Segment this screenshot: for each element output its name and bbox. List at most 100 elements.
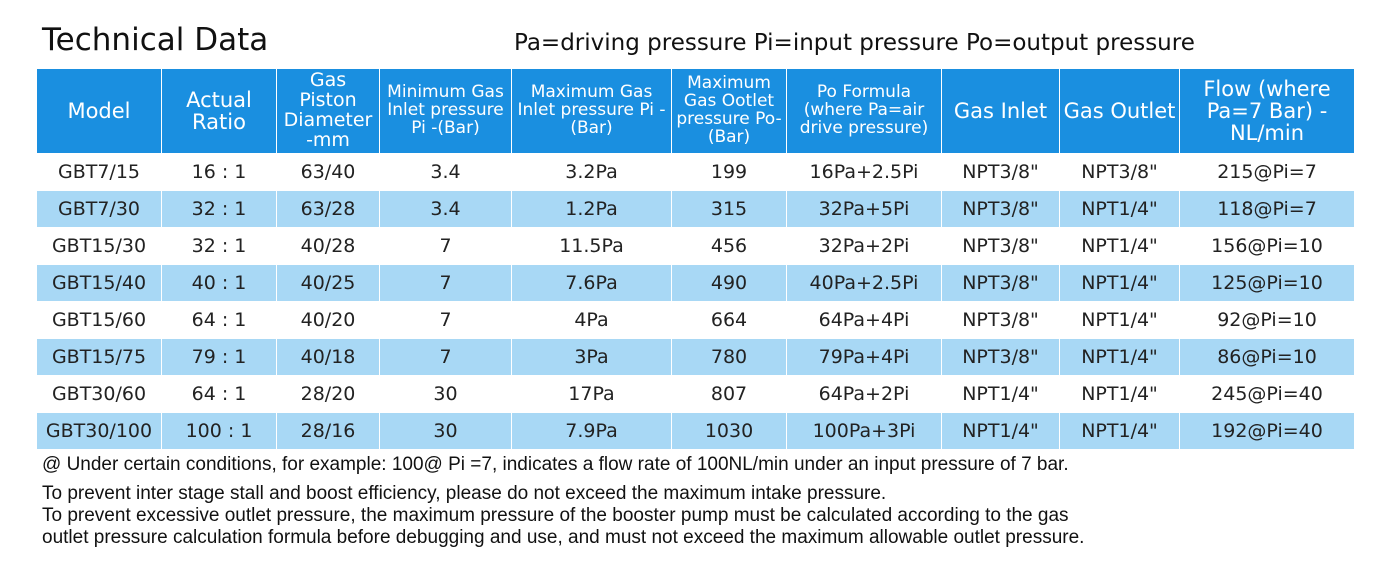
cell-ratio: 32 : 1 bbox=[161, 227, 277, 265]
cell-max-inlet: 1.2Pa bbox=[511, 190, 672, 228]
cell-min-inlet: 30 bbox=[379, 412, 512, 450]
cell-max-inlet: 17Pa bbox=[511, 375, 672, 413]
cell-ratio: 32 : 1 bbox=[161, 190, 277, 228]
cell-piston: 40/28 bbox=[276, 227, 380, 265]
cell-max-outlet: 807 bbox=[671, 375, 787, 413]
cell-max-outlet: 315 bbox=[671, 190, 787, 228]
cell-piston: 28/16 bbox=[276, 412, 380, 450]
cell-gas-inlet: NPT3/8" bbox=[941, 338, 1060, 376]
cell-min-inlet: 3.4 bbox=[379, 190, 512, 228]
cell-piston: 63/28 bbox=[276, 190, 380, 228]
cell-model: GBT7/15 bbox=[36, 153, 162, 191]
table-row: GBT30/60 64 : 1 28/20 30 17Pa 807 64Pa+2Pi NPT1… bbox=[36, 375, 1355, 413]
cell-gas-inlet: NPT3/8" bbox=[941, 227, 1060, 265]
header-model: Model bbox=[36, 68, 162, 154]
cell-ratio: 40 : 1 bbox=[161, 264, 277, 302]
table-row: GBT15/30 32 : 1 40/28 7 11.5Pa 456 32Pa+2Pi NPT… bbox=[36, 227, 1355, 265]
header-max-outlet-pressure: Maximum Gas Ootlet pressure Po-(Bar) bbox=[671, 68, 787, 154]
pressure-legend: Pa=driving pressure Pi=input pressure Po… bbox=[514, 30, 1195, 56]
cell-gas-outlet: NPT1/4" bbox=[1059, 375, 1180, 413]
cell-model: GBT15/75 bbox=[36, 338, 162, 376]
cell-piston: 40/20 bbox=[276, 301, 380, 339]
cell-ratio: 100 : 1 bbox=[161, 412, 277, 450]
cell-ratio: 16 : 1 bbox=[161, 153, 277, 191]
cell-formula: 100Pa+3Pi bbox=[786, 412, 942, 450]
cell-ratio: 79 : 1 bbox=[161, 338, 277, 376]
cell-max-outlet: 199 bbox=[671, 153, 787, 191]
cell-formula: 32Pa+5Pi bbox=[786, 190, 942, 228]
cell-model: GBT7/30 bbox=[36, 190, 162, 228]
cell-flow: 192@Pi=40 bbox=[1179, 412, 1355, 450]
cell-formula: 16Pa+2.5Pi bbox=[786, 153, 942, 191]
header-piston-diameter: Gas Piston Diameter -mm bbox=[276, 68, 380, 154]
technical-data-table: Model Actual Ratio Gas Piston Diameter -… bbox=[36, 68, 1355, 450]
cell-model: GBT15/30 bbox=[36, 227, 162, 265]
note-flow-example: @ Under certain conditions, for example:… bbox=[42, 454, 1069, 475]
header-flow: Flow (where Pa=7 Bar) -NL/min bbox=[1179, 68, 1355, 154]
cell-gas-outlet: NPT1/4" bbox=[1059, 338, 1180, 376]
cell-gas-outlet: NPT1/4" bbox=[1059, 301, 1180, 339]
cell-min-inlet: 7 bbox=[379, 338, 512, 376]
cell-flow: 125@Pi=10 bbox=[1179, 264, 1355, 302]
note-outlet-pressure-1: To prevent excessive outlet pressure, th… bbox=[42, 505, 1069, 526]
cell-model: GBT15/40 bbox=[36, 264, 162, 302]
page-title: Technical Data bbox=[42, 22, 269, 58]
table-row: GBT7/30 32 : 1 63/28 3.4 1.2Pa 315 32Pa+5Pi NPT… bbox=[36, 190, 1355, 228]
cell-gas-outlet: NPT1/4" bbox=[1059, 190, 1180, 228]
note-outlet-pressure-2: outlet pressure calculation formula befo… bbox=[42, 527, 1085, 548]
cell-max-outlet: 780 bbox=[671, 338, 787, 376]
header-po-formula: Po Formula (where Pa=air drive pressure) bbox=[786, 68, 942, 154]
cell-piston: 40/25 bbox=[276, 264, 380, 302]
cell-min-inlet: 7 bbox=[379, 264, 512, 302]
header-min-inlet-pressure: Minimum Gas Inlet pressure Pi -(Bar) bbox=[379, 68, 512, 154]
cell-max-inlet: 11.5Pa bbox=[511, 227, 672, 265]
cell-piston: 63/40 bbox=[276, 153, 380, 191]
cell-gas-inlet: NPT3/8" bbox=[941, 153, 1060, 191]
cell-flow: 245@Pi=40 bbox=[1179, 375, 1355, 413]
cell-max-inlet: 3.2Pa bbox=[511, 153, 672, 191]
cell-max-outlet: 664 bbox=[671, 301, 787, 339]
cell-model: GBT30/60 bbox=[36, 375, 162, 413]
cell-max-outlet: 456 bbox=[671, 227, 787, 265]
cell-model: GBT30/100 bbox=[36, 412, 162, 450]
cell-flow: 92@Pi=10 bbox=[1179, 301, 1355, 339]
cell-min-inlet: 7 bbox=[379, 227, 512, 265]
cell-gas-inlet: NPT3/8" bbox=[941, 301, 1060, 339]
header-gas-outlet: Gas Outlet bbox=[1059, 68, 1180, 154]
cell-max-outlet: 490 bbox=[671, 264, 787, 302]
cell-piston: 40/18 bbox=[276, 338, 380, 376]
cell-gas-inlet: NPT1/4" bbox=[941, 375, 1060, 413]
cell-min-inlet: 7 bbox=[379, 301, 512, 339]
table-row: GBT7/15 16 : 1 63/40 3.4 3.2Pa 199 16Pa+2.5Pi N… bbox=[36, 153, 1355, 191]
header-max-inlet-pressure: Maximum Gas Inlet pressure Pi -(Bar) bbox=[511, 68, 672, 154]
cell-max-inlet: 7.6Pa bbox=[511, 264, 672, 302]
cell-gas-inlet: NPT3/8" bbox=[941, 190, 1060, 228]
notes: @ Under certain conditions, for example:… bbox=[42, 454, 1084, 549]
cell-max-inlet: 4Pa bbox=[511, 301, 672, 339]
note-intake-pressure: To prevent inter stage stall and boost e… bbox=[42, 483, 887, 504]
cell-min-inlet: 3.4 bbox=[379, 153, 512, 191]
cell-gas-outlet: NPT1/4" bbox=[1059, 227, 1180, 265]
table-header-row: Model Actual Ratio Gas Piston Diameter -… bbox=[36, 68, 1355, 154]
cell-flow: 86@Pi=10 bbox=[1179, 338, 1355, 376]
header-actual-ratio: Actual Ratio bbox=[161, 68, 277, 154]
cell-piston: 28/20 bbox=[276, 375, 380, 413]
cell-flow: 215@Pi=7 bbox=[1179, 153, 1355, 191]
cell-gas-outlet: NPT3/8" bbox=[1059, 153, 1180, 191]
cell-flow: 156@Pi=10 bbox=[1179, 227, 1355, 265]
cell-formula: 32Pa+2Pi bbox=[786, 227, 942, 265]
cell-gas-inlet: NPT3/8" bbox=[941, 264, 1060, 302]
cell-min-inlet: 30 bbox=[379, 375, 512, 413]
header-gas-inlet: Gas Inlet bbox=[941, 68, 1060, 154]
cell-gas-inlet: NPT1/4" bbox=[941, 412, 1060, 450]
cell-ratio: 64 : 1 bbox=[161, 375, 277, 413]
cell-max-inlet: 3Pa bbox=[511, 338, 672, 376]
cell-ratio: 64 : 1 bbox=[161, 301, 277, 339]
table-row: GBT15/60 64 : 1 40/20 7 4Pa 664 64Pa+4Pi NPT3/8… bbox=[36, 301, 1355, 339]
cell-formula: 79Pa+4Pi bbox=[786, 338, 942, 376]
cell-flow: 118@Pi=7 bbox=[1179, 190, 1355, 228]
cell-formula: 64Pa+4Pi bbox=[786, 301, 942, 339]
cell-gas-outlet: NPT1/4" bbox=[1059, 412, 1180, 450]
table-row: GBT15/75 79 : 1 40/18 7 3Pa 780 79Pa+4Pi NPT3/8… bbox=[36, 338, 1355, 376]
cell-gas-outlet: NPT1/4" bbox=[1059, 264, 1180, 302]
